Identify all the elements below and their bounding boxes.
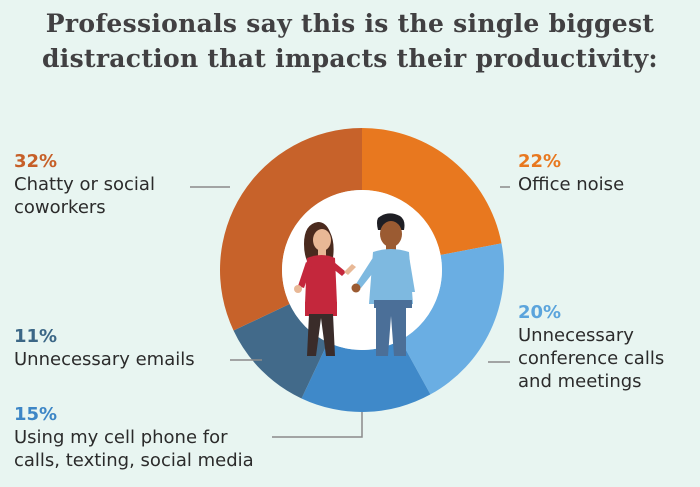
label-chatty-coworkers-percent: 32% (14, 151, 58, 172)
donut-slices (219, 128, 505, 412)
label-chatty-coworkers: 32% Chatty or social coworkers (14, 150, 155, 219)
leader-line-cell-phone (272, 412, 363, 438)
label-calls-meetings-line-1: Unnecessary (518, 325, 634, 346)
label-calls-meetings-percent: 20% (518, 302, 562, 323)
label-cell-phone: 15% Using my cell phone for calls, texti… (14, 403, 254, 472)
chart-title: Professionals say this is the single big… (0, 6, 700, 76)
label-unnecessary-emails-percent: 11% (14, 326, 58, 347)
two-professionals-talking-icon (294, 213, 415, 356)
label-calls-meetings-line-3: and meetings (518, 371, 642, 392)
donut-slice-using-my-cell-phone-for-calls-texting-social-media (301, 340, 431, 412)
label-cell-phone-line-2: calls, texting, social media (14, 450, 254, 471)
chart-title-line-1: Professionals say this is the single big… (45, 9, 655, 38)
label-calls-meetings: 20% Unnecessary conference calls and mee… (518, 301, 664, 393)
label-unnecessary-emails: 11% Unnecessary emails (14, 325, 195, 371)
chart-title-line-2: distraction that impacts their productiv… (42, 44, 658, 73)
label-cell-phone-percent: 15% (14, 404, 58, 425)
man-figure-icon (351, 213, 415, 356)
donut-slice-unnecessary-emails (233, 304, 328, 399)
label-calls-meetings-line-2: conference calls (518, 348, 665, 369)
donut-slice-office-noise (362, 128, 502, 256)
label-cell-phone-line-1: Using my cell phone for (14, 427, 228, 448)
label-unnecessary-emails-line-1: Unnecessary emails (14, 349, 195, 370)
label-office-noise: 22% Office noise (518, 150, 624, 196)
label-office-noise-percent: 22% (518, 151, 562, 172)
donut-slice-chatty-or-social-coworkers (219, 128, 362, 331)
woman-figure-icon (294, 222, 356, 356)
label-chatty-coworkers-line-1: Chatty or social (14, 174, 155, 195)
leader-lines (190, 186, 510, 438)
donut-slice-unnecessary-conference-calls-and-meetings (400, 243, 505, 395)
label-office-noise-line-1: Office noise (518, 174, 625, 195)
label-chatty-coworkers-line-2: coworkers (14, 197, 106, 218)
